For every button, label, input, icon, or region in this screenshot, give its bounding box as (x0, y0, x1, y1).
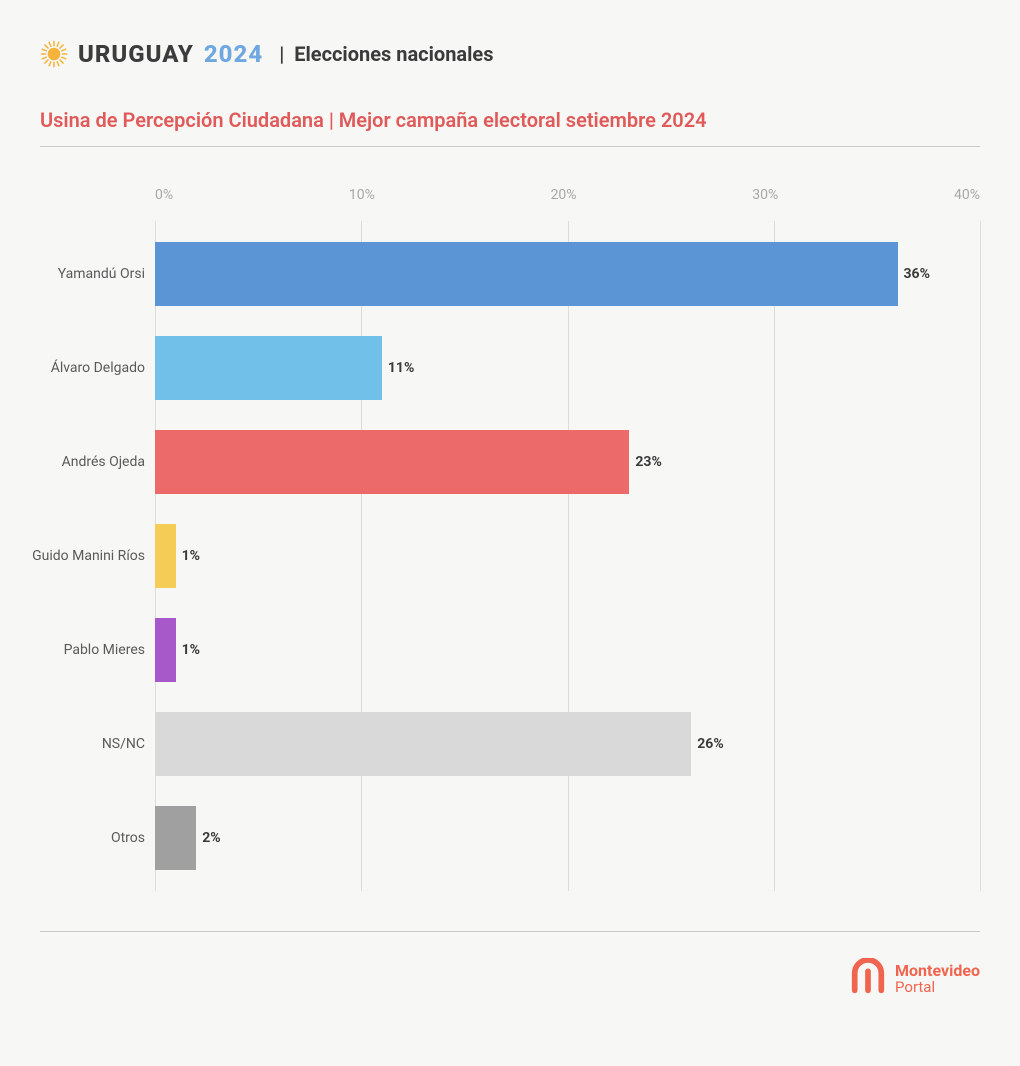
footer-brand-text: Montevideo Portal (895, 963, 980, 996)
x-axis-tick-label: 10% (349, 187, 375, 203)
footer-brand-line2: Portal (895, 980, 980, 996)
gridline (980, 221, 981, 891)
bar-value-label: 2% (202, 830, 220, 846)
bar-rect (155, 524, 176, 588)
bar-rect (155, 618, 176, 682)
header-separator: | (279, 42, 284, 66)
bar-value-label: 1% (182, 642, 200, 658)
bar-row: Pablo Mieres1% (155, 618, 980, 682)
sun-icon (40, 40, 68, 68)
title-divider (40, 146, 980, 147)
bar-row: NS/NC26% (155, 712, 980, 776)
x-axis-tick-label: 30% (752, 187, 778, 203)
bar-category-label: Pablo Mieres (64, 642, 155, 658)
x-axis-tick-label: 0% (155, 187, 173, 203)
brand-name-left: URUGUAY (78, 40, 194, 68)
bar-rect (155, 806, 196, 870)
bar-row: Álvaro Delgado11% (155, 336, 980, 400)
bar-category-label: Álvaro Delgado (51, 360, 155, 376)
bar-row: Yamandú Orsi36% (155, 242, 980, 306)
x-axis-labels: 0% 10% 20% 30% 40% (155, 187, 980, 203)
bar-category-label: Guido Manini Ríos (32, 548, 155, 564)
bar-rect (155, 712, 691, 776)
bar-rect (155, 430, 629, 494)
bar-value-label: 23% (635, 454, 661, 470)
bar-rect (155, 242, 898, 306)
montevideo-logo-icon (849, 958, 887, 1000)
footer-divider (40, 931, 980, 932)
bar-row: Andrés Ojeda23% (155, 430, 980, 494)
bar-category-label: Andrés Ojeda (62, 454, 155, 470)
page-header: URUGUAY 2024 | Elecciones nacionales (40, 40, 980, 68)
bar-row: Otros2% (155, 806, 980, 870)
header-subtitle: Elecciones nacionales (294, 42, 493, 66)
bar-category-label: Otros (111, 830, 155, 846)
bar-value-label: 26% (697, 736, 723, 752)
bar-row: Guido Manini Ríos1% (155, 524, 980, 588)
bar-value-label: 1% (182, 548, 200, 564)
x-axis-tick-label: 20% (551, 187, 577, 203)
chart-area: 0% 10% 20% 30% 40% Yamandú Orsi36% Álvaro Del… (155, 187, 980, 891)
bar-category-label: NS/NC (102, 736, 155, 752)
brand-name-right: 2024 (204, 40, 263, 68)
x-axis-tick-label: 40% (954, 187, 980, 203)
footer-brand-line1: Montevideo (895, 963, 980, 980)
chart-title: Usina de Percepción Ciudadana | Mejor ca… (40, 108, 980, 132)
bar-category-label: Yamandú Orsi (58, 266, 155, 282)
chart-plot: Yamandú Orsi36% Álvaro Delgado11% Andrés O… (155, 221, 980, 891)
bar-value-label: 36% (904, 266, 930, 282)
bar-rect (155, 336, 382, 400)
bar-value-label: 11% (388, 360, 414, 376)
page-footer: Montevideo Portal (40, 958, 980, 1000)
